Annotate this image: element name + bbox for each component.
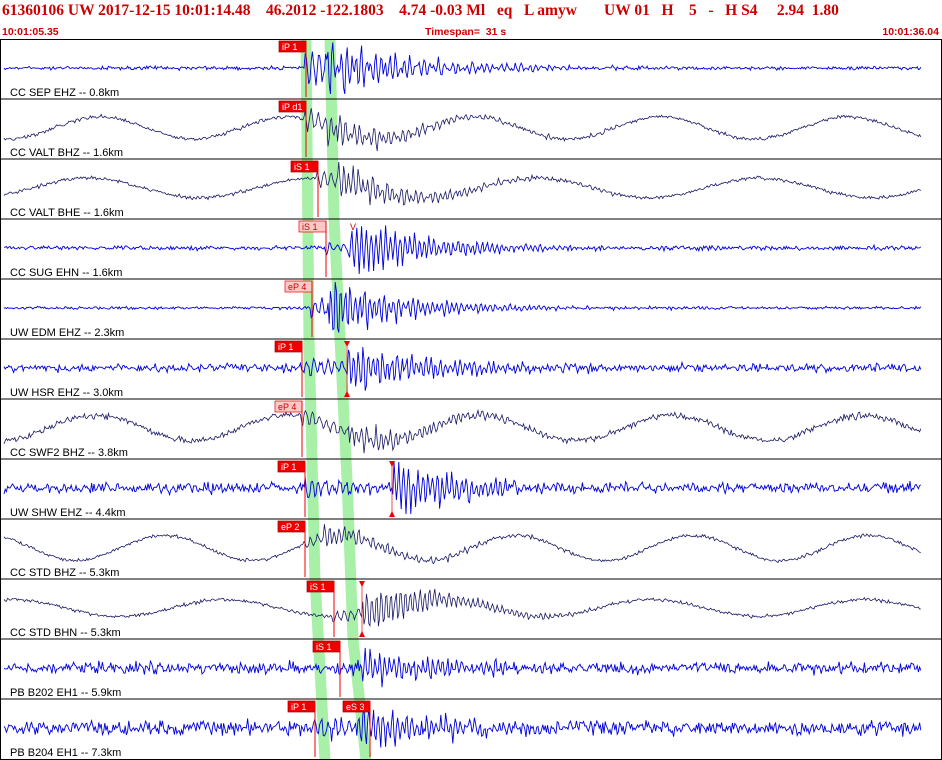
waveform (3, 281, 922, 333)
channel-label: PB B204 EH1 -- 7.3km (10, 747, 121, 759)
trace-row[interactable]: iS 1 V CC SUG EHN -- 1.6km (0, 218, 942, 279)
channel-label: CC STD BHZ -- 5.3km (10, 567, 119, 579)
trace-row[interactable]: iP 1 UW HSR EHZ -- 3.0km (0, 338, 942, 399)
trace-row[interactable]: iP 1 UW SHW EHZ -- 4.4km (0, 458, 942, 519)
waveform (3, 161, 922, 206)
pick-label: iP d1 (282, 102, 302, 112)
trace-row[interactable]: eP 2 CC STD BHZ -- 5.3km (0, 518, 942, 579)
phase-pick-flag[interactable]: eP 4 (284, 280, 313, 337)
channel-label: CC VALT BHZ -- 1.6km (10, 147, 123, 159)
channel-label: CC SWF2 BHZ -- 3.8km (10, 447, 128, 459)
trace-row[interactable]: eP 4 CC SWF2 BHZ -- 3.8km (0, 398, 942, 459)
waveform (3, 706, 922, 748)
waveform (3, 408, 922, 454)
phase-pick-flag[interactable]: eP 4 (274, 400, 303, 457)
pick-label: iS 1 (294, 162, 310, 172)
trace-row[interactable]: iS 1 PB B202 EH1 -- 5.9km (0, 638, 942, 699)
trace-row[interactable]: iP 1 CC SEP EHZ -- 0.8km (3, 40, 922, 99)
waveform (3, 524, 921, 565)
end-time: 10:01:36.04 (882, 26, 939, 38)
phase-pick-flag[interactable]: iP 1 (287, 700, 316, 757)
phase-pick-flag[interactable]: iS 1 (306, 580, 335, 637)
pick-label: iS 1 (310, 582, 326, 592)
pick-label: iP 1 (282, 42, 297, 52)
phase-pick-flag[interactable]: iP 1 (274, 340, 303, 397)
trace-row[interactable]: iS 1 CC VALT BHE -- 1.6km (0, 158, 942, 219)
waveform (4, 225, 922, 275)
pick-label: eP 4 (278, 402, 296, 412)
pick-label: iP 1 (291, 702, 306, 712)
phase-pick-flag[interactable]: iS 1 (298, 220, 327, 277)
pick-label: iS 1 (302, 222, 318, 232)
phase-pick-flag[interactable]: iP 1 (277, 460, 306, 517)
pick-label: iP 1 (278, 342, 293, 352)
channel-label: PB B202 EH1 -- 5.9km (10, 687, 121, 699)
phase-pick-flag[interactable]: iS 1 (290, 160, 319, 217)
trace-row[interactable]: iP d1 CC VALT BHZ -- 1.6km (0, 98, 942, 159)
channel-label: UW EDM EHZ -- 2.3km (10, 327, 124, 339)
start-time: 10:01:05.35 (2, 26, 59, 38)
pick-label: eP 4 (288, 282, 306, 292)
channel-label: UW SHW EHZ -- 4.4km (10, 507, 126, 519)
timespan-label: Timespan= 31 s (425, 26, 507, 38)
channel-label: CC STD BHN -- 5.3km (10, 627, 121, 639)
header-bar: 61360106 UW 2017-12-15 10:01:14.48 46.20… (0, 0, 942, 40)
waveform (3, 461, 922, 515)
waveform (3, 346, 922, 391)
channel-label: CC SEP EHZ -- 0.8km (10, 87, 119, 99)
seismogram-panel[interactable]: iP 1 CC SEP EHZ -- 0.8km iP d1 CC VALT BHZ … (0, 39, 942, 760)
event-summary: 61360106 UW 2017-12-15 10:01:14.48 46.20… (2, 2, 839, 19)
trace-row[interactable]: iP 1 eS 3 PB B204 EH1 -- 7.3km (0, 698, 942, 759)
phase-pick-flag[interactable]: iP d1 (278, 100, 307, 157)
waveform (3, 42, 922, 95)
pick-label: eP 2 (281, 522, 299, 532)
channel-label: UW HSR EHZ -- 3.0km (10, 387, 123, 399)
waveform (3, 108, 922, 152)
phase-pick-flag[interactable]: iP 1 (278, 40, 307, 97)
waveform (3, 588, 921, 627)
phase-pick-flag[interactable]: eS 3 (342, 700, 371, 757)
pick-label: iS 1 (316, 642, 332, 652)
trace-row[interactable]: eP 4 UW EDM EHZ -- 2.3km (0, 278, 942, 339)
phase-pick-flag[interactable]: eP 2 (277, 520, 306, 577)
channel-label: CC SUG EHN -- 1.6km (10, 267, 122, 279)
channel-label: CC VALT BHE -- 1.6km (10, 207, 124, 219)
phase-pick-flag[interactable]: iS 1 (312, 640, 341, 697)
trace-row[interactable]: iS 1 CC STD BHN -- 5.3km (0, 578, 942, 639)
waveform (3, 647, 922, 688)
marker-label: V (350, 222, 356, 232)
pick-label: iP 1 (281, 462, 296, 472)
pick-label: eS 3 (346, 702, 365, 712)
